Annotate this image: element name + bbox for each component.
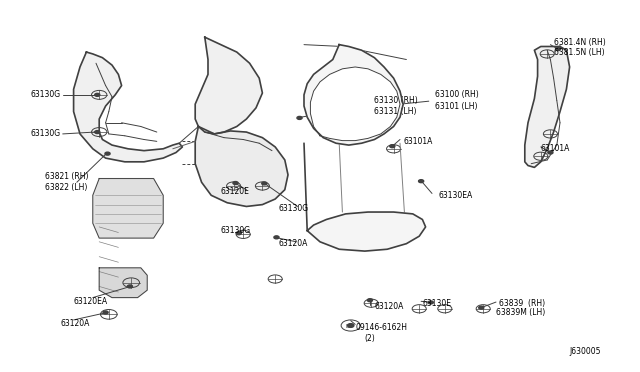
Text: (2): (2) xyxy=(365,334,376,343)
Circle shape xyxy=(390,145,395,148)
Text: 63130E: 63130E xyxy=(422,299,451,308)
Polygon shape xyxy=(310,67,400,141)
Text: 63101 (LH): 63101 (LH) xyxy=(435,102,477,110)
Polygon shape xyxy=(74,52,182,162)
Text: 63120E: 63120E xyxy=(221,187,250,196)
Text: 63101A: 63101A xyxy=(403,137,433,146)
Circle shape xyxy=(556,48,561,51)
Text: 63130G: 63130G xyxy=(31,129,61,138)
Circle shape xyxy=(428,301,433,304)
Text: 63120A: 63120A xyxy=(278,239,308,248)
Circle shape xyxy=(236,232,241,235)
Text: 6381.4N (RH): 6381.4N (RH) xyxy=(554,38,605,47)
Text: B: B xyxy=(345,324,349,329)
Circle shape xyxy=(103,311,108,314)
Circle shape xyxy=(105,152,110,155)
Polygon shape xyxy=(93,179,163,238)
Text: 63120A: 63120A xyxy=(61,319,90,328)
Text: 63100 (RH): 63100 (RH) xyxy=(435,90,479,99)
Polygon shape xyxy=(525,46,570,167)
Circle shape xyxy=(348,324,354,327)
Text: 63130G: 63130G xyxy=(278,204,308,213)
Text: 09146-6162H: 09146-6162H xyxy=(355,323,407,332)
Text: J630005: J630005 xyxy=(570,347,601,356)
Circle shape xyxy=(479,306,484,309)
Text: 63130G: 63130G xyxy=(221,226,251,235)
Circle shape xyxy=(262,182,267,185)
Polygon shape xyxy=(195,126,288,206)
Circle shape xyxy=(233,182,238,185)
Polygon shape xyxy=(195,37,262,134)
Text: 63130 (RH): 63130 (RH) xyxy=(374,96,418,105)
Circle shape xyxy=(297,116,302,119)
Circle shape xyxy=(95,131,100,134)
Text: 63120A: 63120A xyxy=(374,302,404,311)
Text: 63839M (LH): 63839M (LH) xyxy=(496,308,545,317)
Text: 63822 (LH): 63822 (LH) xyxy=(45,183,87,192)
Polygon shape xyxy=(304,45,403,145)
Text: 63130G: 63130G xyxy=(31,90,61,99)
Text: 63101A: 63101A xyxy=(541,144,570,153)
Circle shape xyxy=(396,103,401,106)
Circle shape xyxy=(127,285,132,288)
Text: 63130EA: 63130EA xyxy=(438,191,473,200)
Text: 63839  (RH): 63839 (RH) xyxy=(499,299,545,308)
Circle shape xyxy=(367,299,372,302)
Text: 6381.5N (LH): 6381.5N (LH) xyxy=(554,48,604,57)
Text: 63131 (LH): 63131 (LH) xyxy=(374,107,417,116)
Circle shape xyxy=(419,180,424,183)
Circle shape xyxy=(95,93,100,96)
Polygon shape xyxy=(99,268,147,298)
Circle shape xyxy=(274,236,279,239)
Text: 63120EA: 63120EA xyxy=(74,297,108,306)
Text: 63821 (RH): 63821 (RH) xyxy=(45,172,88,181)
Circle shape xyxy=(548,151,553,154)
Polygon shape xyxy=(307,212,426,251)
